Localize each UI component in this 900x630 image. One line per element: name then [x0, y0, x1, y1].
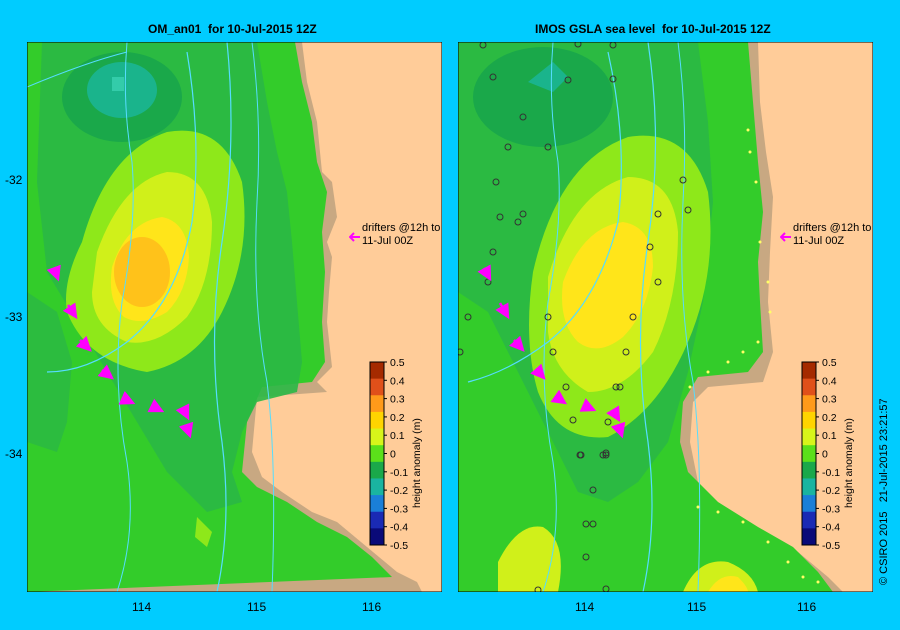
colorbar-tick-label: 0.5	[822, 358, 837, 369]
colorbar-swatch	[370, 445, 384, 463]
isobath-line	[639, 42, 657, 592]
copyright-credit: © CSIRO 2015 21-Jul-2015 23:21:57	[878, 398, 890, 585]
colorbar-swatch	[802, 461, 816, 479]
colorbar-swatch	[802, 362, 816, 380]
colorbar-swatch	[802, 378, 816, 396]
colorbar-tick-label: -0.4	[822, 522, 840, 534]
drifters-note: drifters @12h to 11-Jul 00Z	[793, 222, 872, 247]
colorbar-tick-label: -0.3	[390, 503, 408, 515]
colorbar-tick-label: 0.5	[390, 358, 405, 369]
isobath-line	[251, 42, 275, 592]
drifters-note: drifters @12h to 11-Jul 00Z	[362, 222, 441, 247]
colorbar-swatch	[802, 528, 816, 546]
colorbar-swatch	[802, 428, 816, 446]
colorbar-tick-label: -0.5	[390, 540, 408, 552]
colorbar-tick-label: -0.2	[390, 485, 408, 497]
colorbar-swatch	[802, 445, 816, 463]
colorbar-tick-label: -0.1	[390, 467, 408, 479]
high-anomaly-core	[114, 237, 170, 307]
drifter-arrow-icon	[348, 229, 360, 242]
lat-tick: -33	[5, 310, 23, 324]
lat-tick: -32	[5, 173, 23, 187]
left-map-title: OM_an01 for 10-Jul-2015 12Z	[148, 22, 317, 36]
colorbar-tick-label: 0	[822, 449, 828, 461]
colorbar-swatch	[802, 478, 816, 496]
lon-tick: 114	[132, 600, 152, 614]
lon-tick: 116	[797, 600, 817, 614]
svg-text:height anomaly (m): height anomaly (m)	[843, 418, 855, 508]
colorbar-swatch	[802, 495, 816, 513]
lat-tick: -34	[5, 447, 23, 461]
colorbar-swatch	[370, 378, 384, 396]
colorbar-swatch	[370, 428, 384, 446]
colorbar-tick-label: 0.1	[390, 430, 405, 442]
southeast-core	[708, 576, 748, 592]
drifter-arrow-icon	[779, 229, 791, 242]
colorbar-tick-label: 0.4	[822, 375, 837, 387]
isobath-line	[46, 51, 197, 373]
colorbar-tick-label: -0.4	[390, 522, 408, 534]
colorbar-swatch	[802, 395, 816, 413]
isobath-line	[116, 42, 134, 592]
left-map-panel	[27, 42, 442, 592]
colorbar-tick-label: 0	[390, 449, 396, 461]
colorbar-tick-label: -0.3	[822, 503, 840, 515]
lon-tick: 116	[362, 600, 382, 614]
observation-markers	[458, 42, 692, 592]
isobath-line	[27, 51, 128, 88]
colorbar-swatch	[370, 495, 384, 513]
colorbar-tick-label: 0.3	[822, 394, 837, 406]
left-colorbar: 0.5 0.4 0.3 0.2 0.1 0 -0.1 -0.2 -0.3 -0.4 -0.5 hei…	[368, 357, 428, 558]
colorbar-swatch	[802, 511, 816, 529]
colorbar-tick-label: 0.1	[822, 430, 837, 442]
colorbar-swatch	[370, 395, 384, 413]
colorbar-swatch	[370, 511, 384, 529]
colorbar-swatch	[370, 362, 384, 380]
isobath-line	[677, 42, 701, 592]
colorbar-tick-label: -0.1	[822, 467, 840, 479]
colorbar-tick-label: 0.2	[822, 412, 837, 424]
colorbar-swatch	[370, 411, 384, 430]
colorbar-swatch	[370, 461, 384, 479]
colorbar-tick-label: 0.3	[390, 394, 405, 406]
isobath-line	[542, 42, 560, 592]
svg-text:height anomaly (m): height anomaly (m)	[411, 418, 423, 508]
colorbar-swatch	[370, 528, 384, 546]
colorbar-swatch	[370, 478, 384, 496]
colorbar-tick-label: 0.2	[390, 412, 405, 424]
colorbar-tick-label: -0.5	[822, 540, 840, 552]
low-anomaly-outer	[473, 47, 613, 147]
lon-tick: 114	[575, 600, 595, 614]
right-map-panel	[458, 42, 873, 592]
small-positive-patch	[195, 517, 212, 547]
lon-tick: 115	[247, 600, 267, 614]
right-colorbar: 0.5 0.4 0.3 0.2 0.1 0 -0.1 -0.2 -0.3 -0.4 -0.5 hei…	[800, 357, 860, 558]
colorbar-tick-label: 0.4	[390, 375, 405, 387]
low-anomaly-core	[112, 77, 124, 91]
right-map-title: IMOS GSLA sea level for 10-Jul-2015 12Z	[535, 22, 771, 36]
colorbar-swatch	[802, 411, 816, 430]
low-anomaly-inner	[528, 62, 568, 92]
isobath-line	[467, 51, 622, 383]
isobath-line	[213, 42, 232, 592]
colorbar-tick-label: -0.2	[822, 485, 840, 497]
coastal-station-markers	[688, 128, 820, 584]
south-positive-patch	[498, 526, 561, 592]
lon-tick: 115	[687, 600, 707, 614]
